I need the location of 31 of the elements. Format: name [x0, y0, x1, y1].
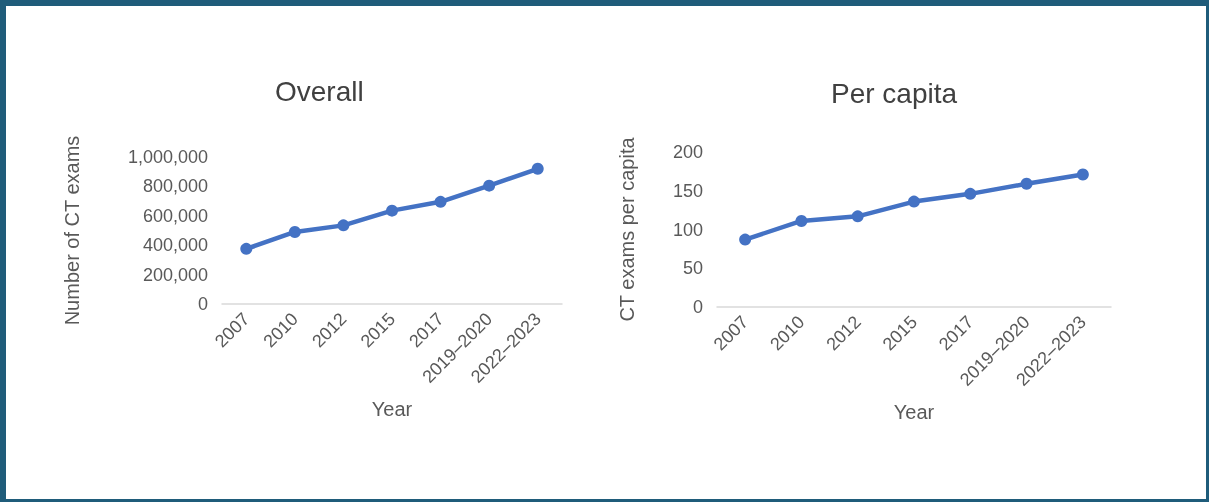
point	[1076, 168, 1089, 181]
chart-title: Overall	[275, 75, 364, 107]
point	[386, 204, 398, 217]
y-tick-label: 200,000	[142, 264, 208, 285]
point	[851, 210, 864, 223]
y-tick-label: 0	[692, 297, 703, 317]
x-axis-title: Year	[893, 401, 935, 423]
y-tick-label: 150	[672, 180, 703, 201]
point	[240, 242, 253, 255]
y-axis-title: CT exams per capita	[616, 136, 638, 322]
point	[1020, 177, 1033, 190]
y-tick-label: 600,000	[142, 205, 208, 226]
y-tick-label: 800,000	[142, 176, 208, 197]
y-tick-label: 400,000	[142, 235, 208, 256]
point	[795, 214, 808, 227]
point	[531, 162, 544, 175]
point	[434, 195, 447, 208]
y-tick-label: 1,000,000	[127, 147, 208, 167]
y-tick-label: 50	[682, 258, 703, 279]
point	[739, 233, 752, 246]
point	[964, 187, 977, 200]
point	[337, 219, 350, 232]
x-axis-title: Year	[371, 398, 413, 420]
y-tick-label: 200	[672, 142, 703, 162]
chart-title: Per capita	[831, 77, 958, 109]
y-axis-title: Number of CT exams	[61, 135, 83, 326]
y-tick-label: 100	[672, 219, 703, 240]
point	[908, 195, 920, 208]
point	[288, 225, 301, 238]
point	[483, 179, 496, 192]
y-tick-label: 0	[197, 294, 208, 314]
